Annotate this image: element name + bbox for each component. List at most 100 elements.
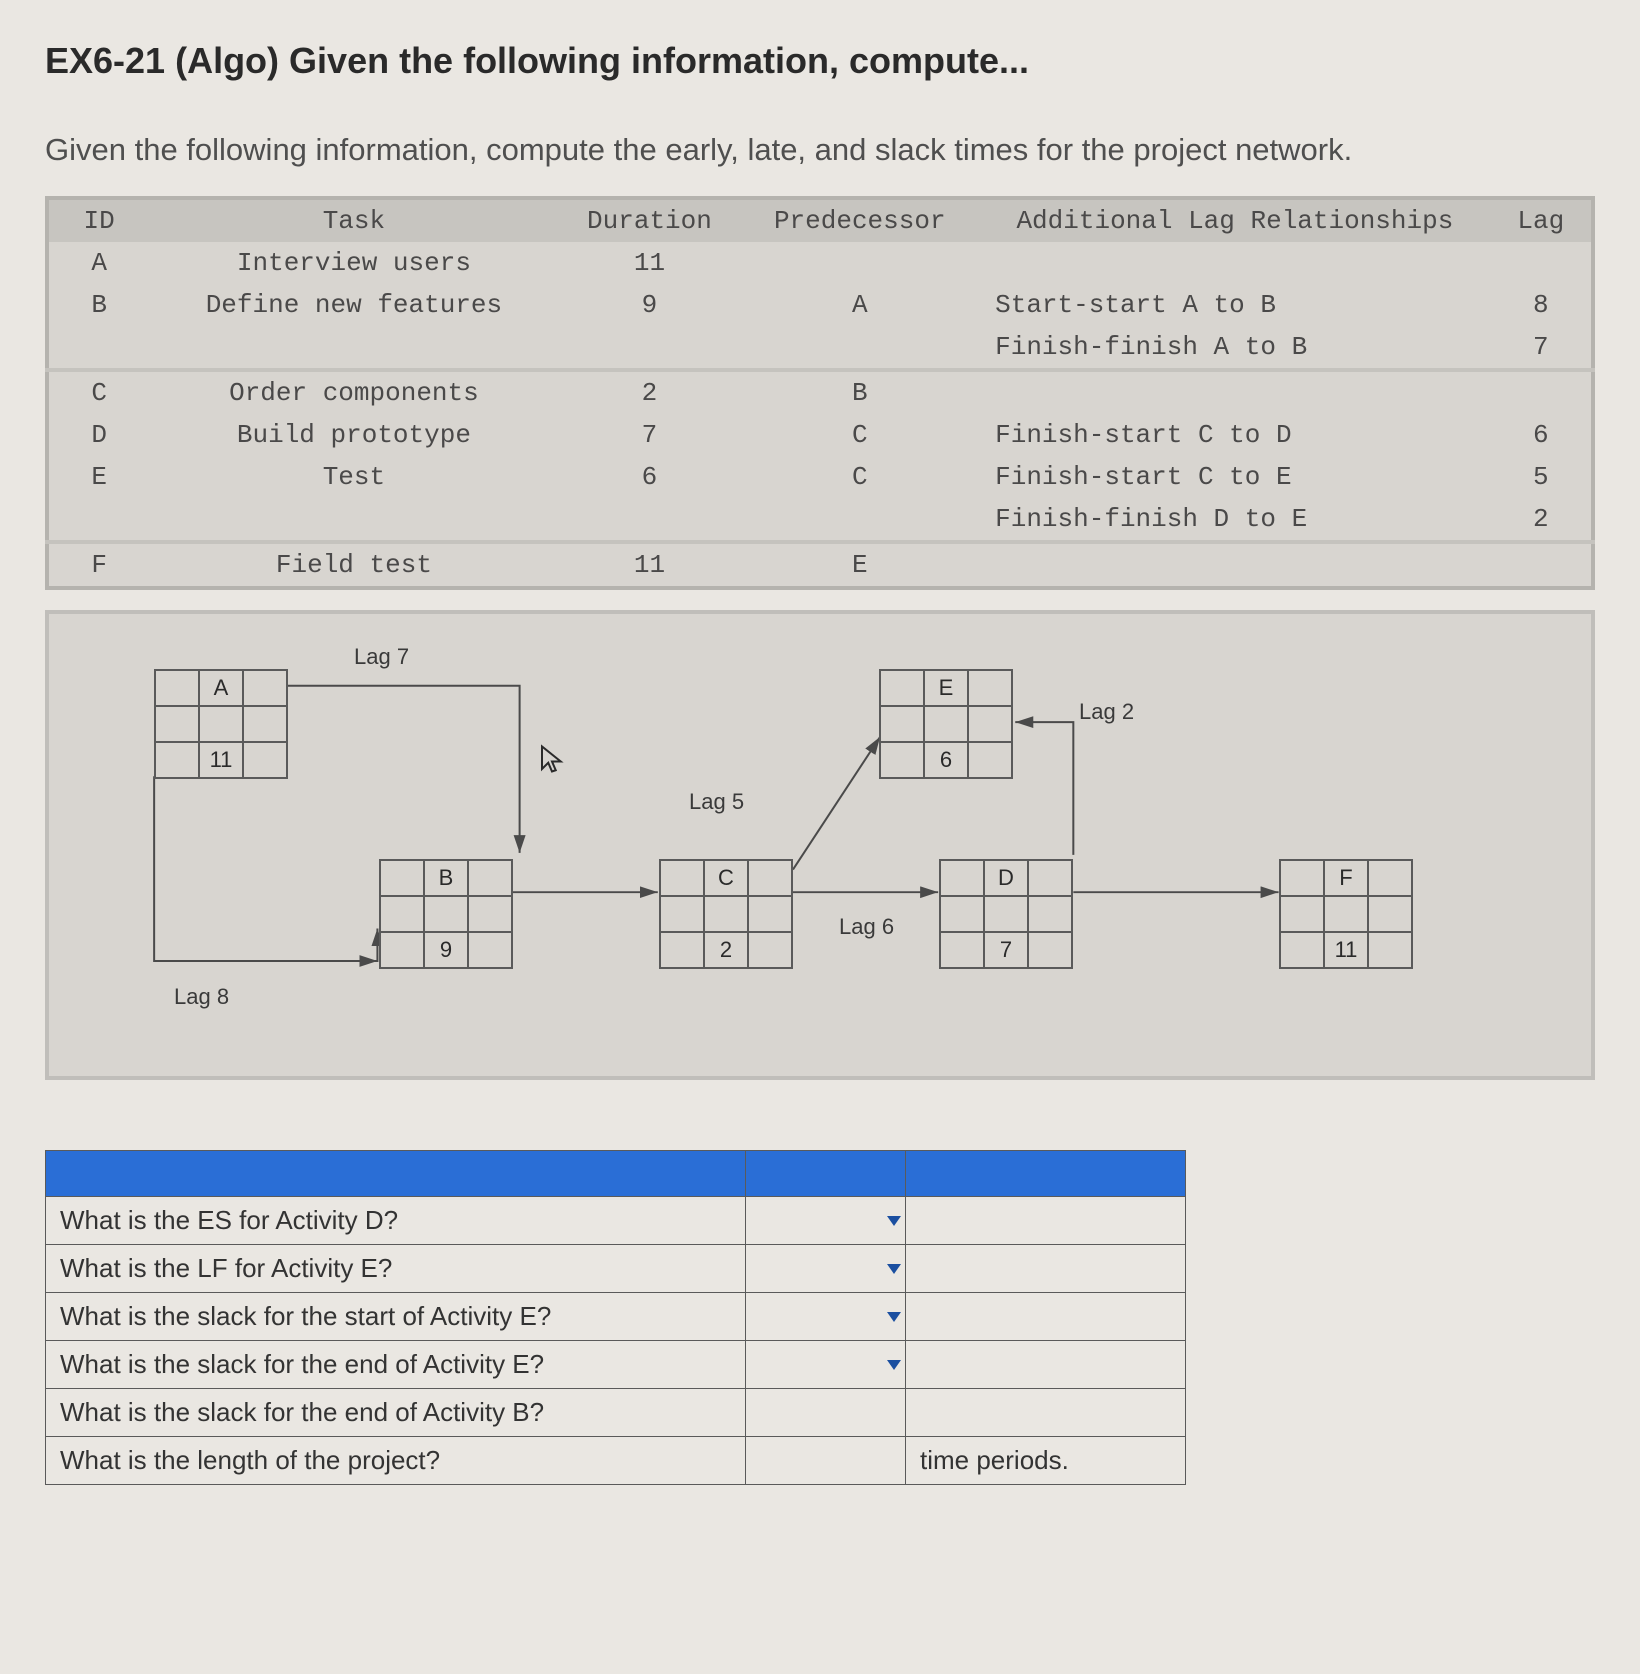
- cell-lag: 7: [1491, 326, 1593, 370]
- cell-id: F: [47, 542, 149, 588]
- question-row: What is the LF for Activity E?: [46, 1245, 1186, 1293]
- cell-rel: [979, 370, 1491, 414]
- question-text: What is the slack for the end of Activit…: [46, 1389, 746, 1437]
- cell-task: Field test: [149, 542, 558, 588]
- cell-task: Define new features: [149, 284, 558, 326]
- chevron-down-icon[interactable]: [887, 1264, 901, 1274]
- unit-label: [906, 1245, 1186, 1293]
- node-label: D: [984, 860, 1028, 896]
- cell-lag: [1491, 370, 1593, 414]
- cell-predecessor: E: [740, 542, 979, 588]
- cell-predecessor: [740, 326, 979, 370]
- page-title: EX6-21 (Algo) Given the following inform…: [45, 40, 1595, 82]
- table-row: DBuild prototype7CFinish-start C to D6: [47, 414, 1593, 456]
- cell-id: [47, 326, 149, 370]
- cell-rel: Finish-finish D to E: [979, 498, 1491, 542]
- cell-task: [149, 326, 558, 370]
- question-text: What is the slack for the start of Activ…: [46, 1293, 746, 1341]
- node-A: A 11: [154, 669, 288, 779]
- table-row: Finish-finish D to E2: [47, 498, 1593, 542]
- lag-label-lag5: Lag 5: [689, 789, 744, 815]
- task-table: ID Task Duration Predecessor Additional …: [45, 196, 1595, 590]
- cell-predecessor: [740, 498, 979, 542]
- table-row: FField test11E: [47, 542, 1593, 588]
- node-E: E6: [879, 669, 1013, 779]
- cell-task: Test: [149, 456, 558, 498]
- table-row: Finish-finish A to B7: [47, 326, 1593, 370]
- answer-input[interactable]: [746, 1389, 906, 1437]
- question-text: What is the LF for Activity E?: [46, 1245, 746, 1293]
- cell-id: [47, 498, 149, 542]
- cell-duration: [559, 326, 741, 370]
- cell-lag: [1491, 542, 1593, 588]
- answer-input[interactable]: [746, 1437, 906, 1485]
- chevron-down-icon[interactable]: [887, 1312, 901, 1322]
- answer-input[interactable]: [746, 1341, 906, 1389]
- node-duration: 11: [199, 742, 243, 778]
- lag-label-lag6: Lag 6: [839, 914, 894, 940]
- cell-predecessor: [740, 242, 979, 284]
- cell-duration: 11: [559, 242, 741, 284]
- cell-id: D: [47, 414, 149, 456]
- unit-label: [906, 1341, 1186, 1389]
- cell-rel: [979, 242, 1491, 284]
- node-label: B: [424, 860, 468, 896]
- col-lag: Lag: [1491, 198, 1593, 242]
- col-rel: Additional Lag Relationships: [979, 198, 1491, 242]
- cell-id: B: [47, 284, 149, 326]
- unit-label: time periods.: [906, 1437, 1186, 1485]
- cell-task: Interview users: [149, 242, 558, 284]
- node-label: F: [1324, 860, 1368, 896]
- questions-table: What is the ES for Activity D?What is th…: [45, 1150, 1186, 1485]
- cell-duration: 6: [559, 456, 741, 498]
- answer-input[interactable]: [746, 1293, 906, 1341]
- chevron-down-icon[interactable]: [887, 1360, 901, 1370]
- question-text: What is the length of the project?: [46, 1437, 746, 1485]
- cell-id: E: [47, 456, 149, 498]
- col-id: ID: [47, 198, 149, 242]
- node-label: E: [924, 670, 968, 706]
- question-row: What is the ES for Activity D?: [46, 1197, 1186, 1245]
- chevron-down-icon[interactable]: [887, 1216, 901, 1226]
- table-row: COrder components2B: [47, 370, 1593, 414]
- col-task: Task: [149, 198, 558, 242]
- question-text: What is the slack for the end of Activit…: [46, 1341, 746, 1389]
- cell-rel: Finish-start C to E: [979, 456, 1491, 498]
- cell-predecessor: B: [740, 370, 979, 414]
- question-row: What is the length of the project? time p…: [46, 1437, 1186, 1485]
- cell-rel: Start-start A to B: [979, 284, 1491, 326]
- cell-id: A: [47, 242, 149, 284]
- cell-lag: 6: [1491, 414, 1593, 456]
- question-text: What is the ES for Activity D?: [46, 1197, 746, 1245]
- node-F: F11: [1279, 859, 1413, 969]
- cell-id: C: [47, 370, 149, 414]
- cell-predecessor: A: [740, 284, 979, 326]
- cell-lag: 8: [1491, 284, 1593, 326]
- table-row: BDefine new features9AStart-start A to B…: [47, 284, 1593, 326]
- node-duration: 2: [704, 932, 748, 968]
- node-label: A: [199, 670, 243, 706]
- cell-predecessor: C: [740, 414, 979, 456]
- node-duration: 9: [424, 932, 468, 968]
- lag-label-lag7: Lag 7: [354, 644, 409, 670]
- cell-lag: 2: [1491, 498, 1593, 542]
- node-D: D7: [939, 859, 1073, 969]
- cell-task: Build prototype: [149, 414, 558, 456]
- answer-input[interactable]: [746, 1197, 906, 1245]
- unit-label: [906, 1389, 1186, 1437]
- node-C: C2: [659, 859, 793, 969]
- node-duration: 7: [984, 932, 1028, 968]
- question-row: What is the slack for the end of Activit…: [46, 1341, 1186, 1389]
- cell-duration: 9: [559, 284, 741, 326]
- table-row: AInterview users11: [47, 242, 1593, 284]
- cell-task: Order components: [149, 370, 558, 414]
- unit-label: [906, 1293, 1186, 1341]
- page-subtitle: Given the following information, compute…: [45, 132, 1595, 168]
- cell-rel: [979, 542, 1491, 588]
- cell-duration: [559, 498, 741, 542]
- col-duration: Duration: [559, 198, 741, 242]
- col-pred: Predecessor: [740, 198, 979, 242]
- answer-input[interactable]: [746, 1245, 906, 1293]
- cell-lag: 5: [1491, 456, 1593, 498]
- node-B: B9: [379, 859, 513, 969]
